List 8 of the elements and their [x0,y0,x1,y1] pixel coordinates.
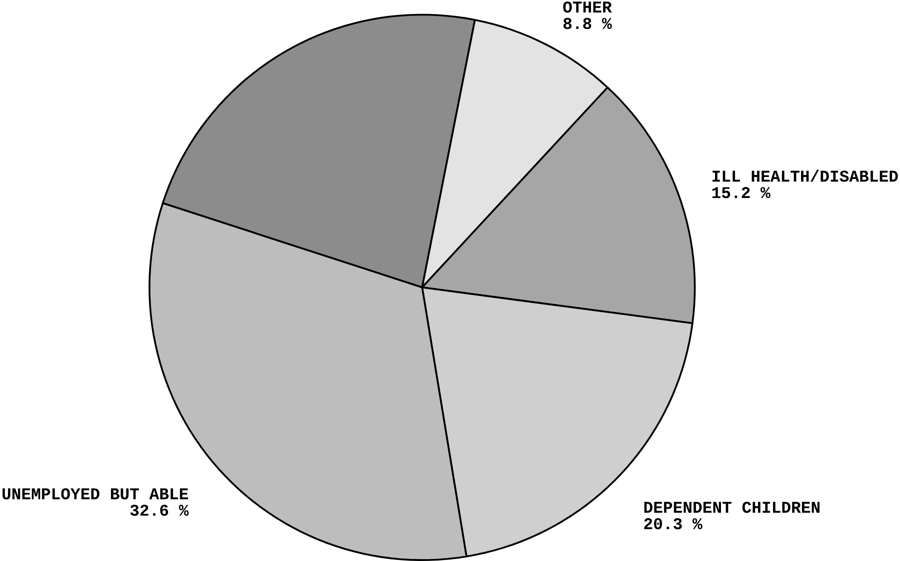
slice-label: ILL HEALTH/DISABLED [712,170,898,182]
slice-label: DEPENDENT CHILDREN [644,502,820,513]
data-label: 8.8 % [563,18,612,30]
data-label: 32.6 % [130,504,189,516]
slice-label: OTHER [563,2,612,13]
data-label: 15.2 % [712,187,770,198]
slice-label: UNEMPLOYED BUT ABLE [2,488,188,500]
data-label: 20.3 % [644,518,702,530]
